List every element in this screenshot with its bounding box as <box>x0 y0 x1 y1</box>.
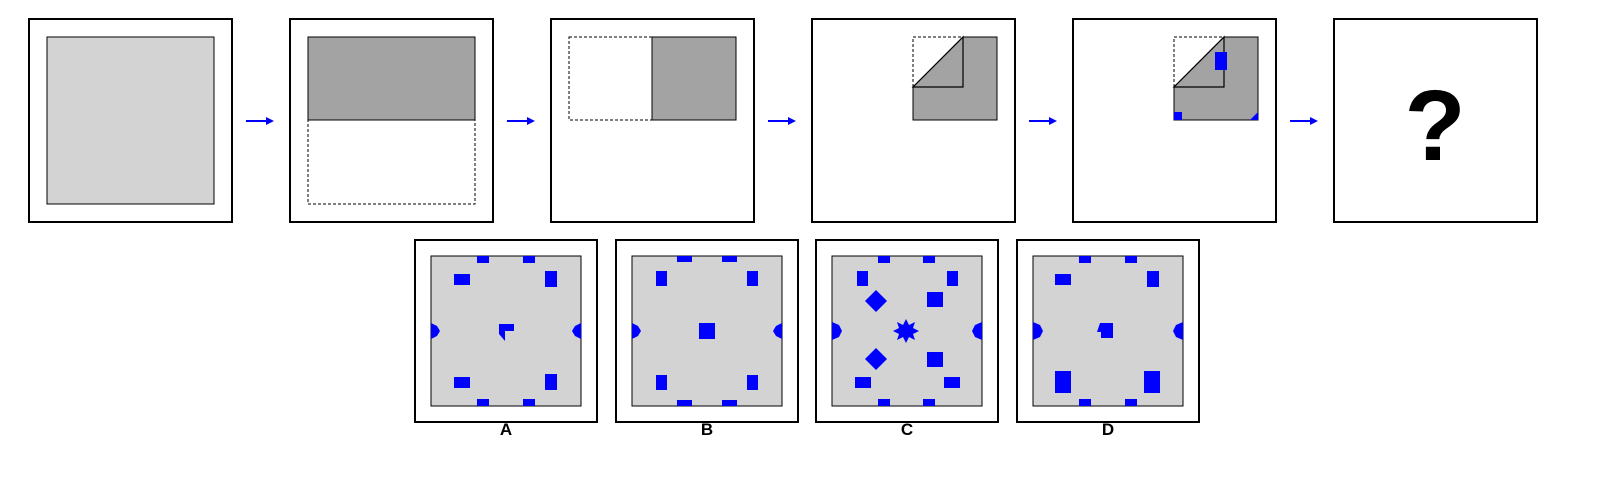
step-6-frame <box>1333 18 1538 223</box>
step-4-dashed-corner <box>912 36 963 87</box>
hole <box>832 322 842 340</box>
hole <box>1079 399 1091 406</box>
hole <box>927 292 943 307</box>
hole <box>855 377 871 388</box>
hole <box>523 256 535 263</box>
option-d-label[interactable]: D <box>1101 420 1115 439</box>
hole <box>656 271 667 286</box>
hole <box>454 377 470 388</box>
hole <box>747 375 758 390</box>
hole <box>865 290 887 312</box>
step-1-unfolded-paper <box>46 36 215 205</box>
hole <box>923 256 935 263</box>
hole <box>857 271 868 286</box>
hole <box>1147 271 1159 287</box>
step-5-hole-vertical <box>1215 52 1227 70</box>
hole <box>1173 322 1183 340</box>
hole <box>1144 371 1160 393</box>
option-b-center-mark <box>699 323 715 339</box>
step-2-panel <box>289 18 494 223</box>
hole <box>1125 399 1137 406</box>
hole <box>878 256 890 263</box>
hole <box>747 271 758 286</box>
hole <box>1033 322 1043 340</box>
step-2-folded-top-half <box>307 36 476 121</box>
step-3-dashed-left-quarter <box>568 36 653 121</box>
option-a-label[interactable]: A <box>499 420 513 439</box>
hole <box>477 256 489 263</box>
hole <box>431 323 440 339</box>
hole <box>545 271 557 287</box>
hole <box>865 348 887 370</box>
hole <box>677 400 692 406</box>
option-c[interactable] <box>815 239 999 423</box>
question-mark: ? <box>1404 70 1465 182</box>
step-5-hole-bottom-right <box>1250 112 1258 120</box>
step-3-folded-right-quarter <box>651 36 737 121</box>
hole <box>677 256 692 262</box>
step-3-panel <box>550 18 755 223</box>
hole <box>947 271 958 286</box>
hole <box>1055 371 1071 393</box>
hole <box>545 374 557 390</box>
hole <box>477 399 489 406</box>
hole <box>572 323 581 339</box>
hole <box>632 323 641 339</box>
option-b-label[interactable]: B <box>700 420 714 439</box>
step-5-panel <box>1072 18 1277 223</box>
option-a[interactable] <box>414 239 598 423</box>
step-6-panel: ? <box>1333 18 1538 223</box>
hole <box>523 399 535 406</box>
hole <box>923 399 935 406</box>
option-c-label[interactable]: C <box>900 420 914 439</box>
step-2-dashed-bottom-half <box>307 119 476 205</box>
option-a-center-mark <box>499 324 514 341</box>
hole <box>454 274 470 285</box>
hole <box>878 399 890 406</box>
step-5-dashed-corner <box>1173 36 1224 87</box>
hole <box>722 256 737 262</box>
hole <box>972 322 982 340</box>
option-d[interactable] <box>1016 239 1200 423</box>
step-5-hole-bottom-left <box>1174 112 1182 120</box>
option-c-center-mark <box>893 319 919 343</box>
hole <box>722 400 737 406</box>
step-4-panel <box>811 18 1016 223</box>
step-1-panel <box>28 18 233 223</box>
hole <box>1055 274 1071 285</box>
hole <box>927 352 943 367</box>
step-4-diagonal-fold-flap <box>911 35 964 88</box>
hole <box>773 323 782 339</box>
hole <box>1125 256 1137 263</box>
hole <box>944 377 960 388</box>
option-b[interactable] <box>615 239 799 423</box>
hole <box>656 375 667 390</box>
hole <box>1079 256 1091 263</box>
option-d-center-mark <box>1097 323 1113 338</box>
